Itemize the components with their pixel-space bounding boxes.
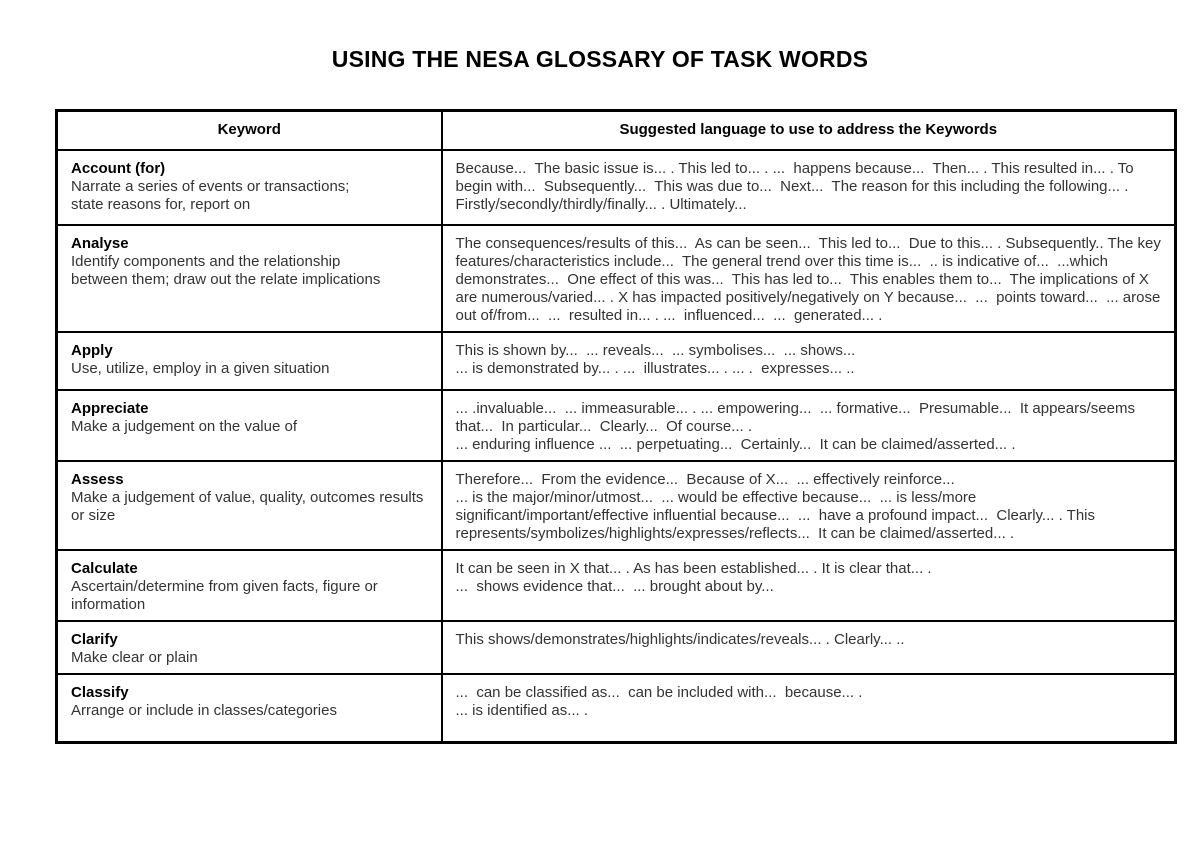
page-title: USING THE NESA GLOSSARY OF TASK WORDS	[331, 46, 869, 72]
keyword-definition-line: Identify components and the relationship	[71, 252, 341, 270]
table-row-apply: Apply Use, utilize, employ in a given si…	[55, 330, 1177, 391]
suggested-language-text: Because... The basic issue is... . This …	[455, 159, 1138, 213]
suggested-language-text: ... is identified as... .	[455, 701, 589, 719]
keyword-label: Classify	[71, 683, 129, 701]
suggested-language-text: ... enduring influence ... ... perpetuat…	[455, 435, 1016, 453]
keyword-label: Analyse	[71, 234, 129, 252]
suggested-language-cell: Because... The basic issue is... . This …	[440, 148, 1177, 226]
keyword-definition-line: state reasons for, report on	[71, 195, 251, 213]
suggested-language-text: ... can be classified as... can be inclu…	[455, 683, 863, 701]
suggested-language-text: This shows/demonstrates/highlights/indic…	[455, 630, 905, 648]
suggested-language-cell: It can be seen in X that... . As has bee…	[440, 548, 1177, 622]
keyword-cell: Analyse Identify components and the rela…	[55, 223, 443, 333]
keyword-cell: Clarify Make clear or plain	[55, 619, 443, 675]
keyword-definition-line: information	[71, 595, 146, 613]
keyword-cell: Classify Arrange or include in classes/c…	[55, 672, 443, 744]
table-row-clarify: Clarify Make clear or plain This shows/d…	[55, 619, 1177, 675]
suggested-language-text: It can be seen in X that... . As has bee…	[455, 559, 932, 577]
table-row-analyse: Analyse Identify components and the rela…	[55, 223, 1177, 333]
keyword-label: Appreciate	[71, 399, 149, 417]
table-row-account-for: Account (for) Narrate a series of events…	[55, 148, 1177, 226]
column-header-suggested-language: Suggested language to use to address the…	[440, 109, 1177, 151]
suggested-language-cell: The consequences/results of this... As c…	[440, 223, 1177, 333]
keyword-cell: Assess Make a judgement of value, qualit…	[55, 459, 443, 551]
suggested-language-text: ... shows evidence that... ... brought a…	[455, 577, 774, 595]
keyword-label: Assess	[71, 470, 124, 488]
table-row-calculate: Calculate Ascertain/determine from given…	[55, 548, 1177, 622]
keyword-definition-line: Make a judgement on the value of	[71, 417, 297, 435]
suggested-language-cell: This shows/demonstrates/highlights/indic…	[440, 619, 1177, 675]
keyword-definition-line: Ascertain/determine from given facts, fi…	[71, 577, 378, 595]
keyword-definition-line: Use, utilize, employ in a given situatio…	[71, 359, 330, 377]
table-header-row: Keyword Suggested language to use to add…	[55, 109, 1177, 151]
keyword-cell: Appreciate Make a judgement on the value…	[55, 388, 443, 462]
suggested-language-cell: ... .invaluable... ... immeasurable... .…	[440, 388, 1177, 462]
keyword-definition-line: or size	[71, 506, 116, 524]
keyword-definition-line: Arrange or include in classes/categories	[71, 701, 337, 719]
keyword-label: Calculate	[71, 559, 138, 577]
suggested-language-text: ... is demonstrated by... . ... illustra…	[455, 359, 855, 377]
keyword-cell: Calculate Ascertain/determine from given…	[55, 548, 443, 622]
keyword-label: Clarify	[71, 630, 118, 648]
suggested-language-cell: This is shown by... ... reveals... ... s…	[440, 330, 1177, 391]
suggested-language-cell: Therefore... From the evidence... Becaus…	[440, 459, 1177, 551]
glossary-table: Keyword Suggested language to use to add…	[55, 109, 1177, 744]
table-row-classify: Classify Arrange or include in classes/c…	[55, 672, 1177, 744]
keyword-definition-line: Narrate a series of events or transactio…	[71, 177, 350, 195]
suggested-language-text: ... .invaluable... ... immeasurable... .…	[455, 399, 1140, 435]
suggested-language-text: The consequences/results of this... As c…	[455, 234, 1166, 324]
table-row-appreciate: Appreciate Make a judgement on the value…	[55, 388, 1177, 462]
suggested-language-text: This is shown by... ... reveals... ... s…	[455, 341, 856, 359]
keyword-cell: Account (for) Narrate a series of events…	[55, 148, 443, 226]
keyword-label: Apply	[71, 341, 113, 359]
table-row-assess: Assess Make a judgement of value, qualit…	[55, 459, 1177, 551]
keyword-cell: Apply Use, utilize, employ in a given si…	[55, 330, 443, 391]
keyword-definition-line: Make clear or plain	[71, 648, 198, 666]
keyword-label: Account (for)	[71, 159, 166, 177]
keyword-definition-line: between them; draw out the relate implic…	[71, 270, 381, 288]
column-header-keyword: Keyword	[55, 109, 443, 151]
suggested-language-text: Therefore... From the evidence... Becaus…	[455, 470, 955, 488]
suggested-language-cell: ... can be classified as... can be inclu…	[440, 672, 1177, 744]
suggested-language-text: ... is the major/minor/utmost... ... wou…	[455, 488, 1100, 542]
keyword-definition-line: Make a judgement of value, quality, outc…	[71, 488, 424, 506]
